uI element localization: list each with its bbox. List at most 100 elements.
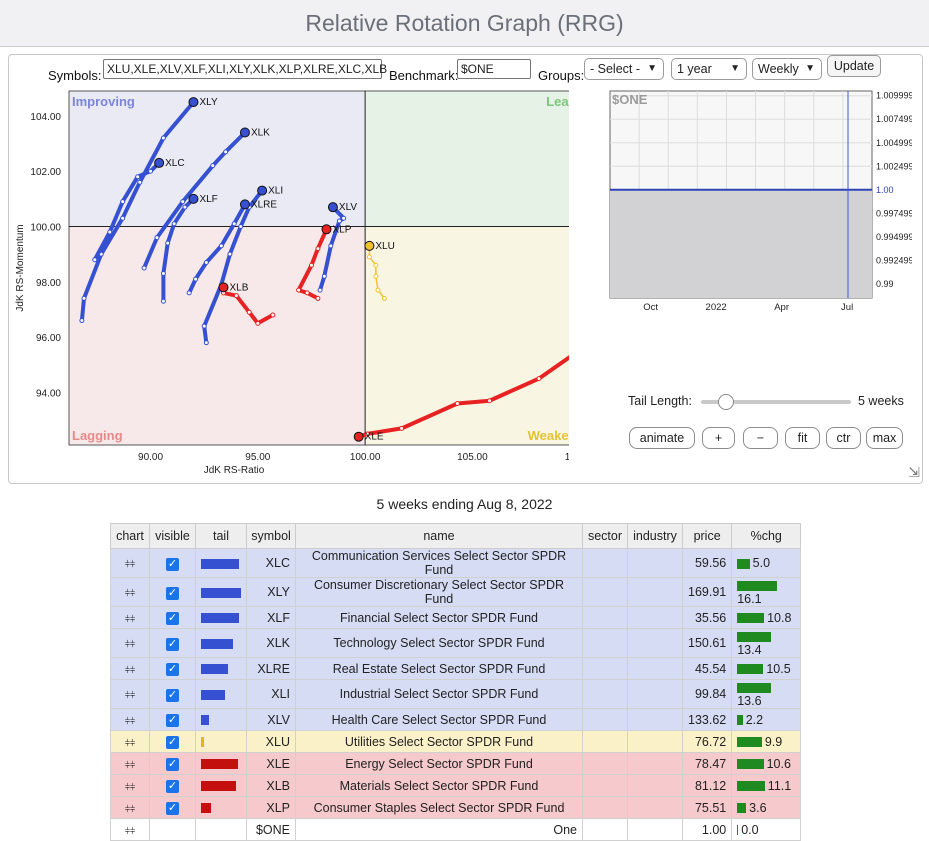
candlestick-chart-icon[interactable]: ⫩⫩ — [124, 613, 136, 624]
zoom-out-button[interactable]: − — [743, 427, 778, 449]
header-price[interactable]: price — [681, 523, 733, 549]
chart-cell[interactable]: ⫩⫩ — [110, 548, 150, 578]
visible-cell[interactable] — [149, 818, 196, 841]
visible-checkbox[interactable]: ✓ — [166, 612, 179, 625]
symbols-input[interactable]: XLU,XLE,XLV,XLF,XLI,XLY,XLK,XLP,XLRE,XLC… — [103, 59, 387, 79]
name-cell: Energy Select Sector SPDR Fund — [295, 752, 583, 775]
candlestick-chart-icon[interactable]: ⫩⫩ — [124, 759, 136, 770]
table-row[interactable]: ⫩⫩ ✓ XLI Industrial Select Sector SPDR Fund… — [110, 679, 802, 709]
tail-point-xlp — [315, 295, 321, 301]
visible-cell[interactable]: ✓ — [149, 730, 196, 753]
candlestick-chart-icon[interactable]: ⫩⫩ — [124, 559, 136, 569]
chart-cell[interactable]: ⫩⫩ — [110, 774, 150, 797]
chart-cell[interactable]: ⫩⫩ — [110, 796, 150, 819]
table-row[interactable]: ⫩⫩ ✓ XLV Health Care Select Sector SPDR Fun… — [110, 708, 802, 731]
header-name[interactable]: name — [295, 523, 583, 549]
candlestick-chart-icon[interactable]: ⫩⫩ — [124, 803, 136, 814]
table-row[interactable]: ⫩⫩ ✓ XLP Consumer Staples Select Sector SPD… — [110, 796, 802, 819]
sector-cell — [582, 548, 628, 578]
visible-checkbox[interactable]: ✓ — [166, 736, 179, 749]
visible-cell[interactable]: ✓ — [149, 577, 196, 607]
visible-checkbox[interactable]: ✓ — [166, 758, 179, 771]
header-industry[interactable]: industry — [627, 523, 683, 549]
chg-bar — [737, 825, 739, 836]
visible-cell[interactable]: ✓ — [149, 548, 196, 578]
header-symbol[interactable]: symbol — [246, 523, 296, 549]
chart-cell[interactable]: ⫩⫩ — [110, 657, 150, 680]
header-chg[interactable]: %chg — [731, 523, 802, 549]
label-xly: XLY — [199, 97, 217, 108]
candlestick-chart-icon[interactable]: ⫩⫩ — [124, 639, 136, 649]
chart-cell[interactable]: ⫩⫩ — [110, 730, 150, 753]
visible-cell[interactable]: ✓ — [149, 774, 196, 797]
chg-value: 5.0 — [752, 556, 771, 570]
chart-cell[interactable]: ⫩⫩ — [110, 577, 150, 607]
tail-length-bar — [201, 664, 228, 675]
visible-checkbox[interactable]: ✓ — [166, 802, 179, 815]
symbols-table: chart visible tail symbol name sector in… — [110, 523, 802, 841]
header-sector[interactable]: sector — [582, 523, 628, 549]
chart-cell[interactable]: ⫩⫩ — [110, 818, 150, 841]
tail-length-slider[interactable] — [701, 394, 851, 410]
header-tail[interactable]: tail — [195, 523, 247, 549]
candlestick-chart-icon[interactable]: ⫩⫩ — [124, 737, 136, 748]
visible-checkbox[interactable]: ✓ — [166, 557, 179, 571]
price-cell: 99.84 — [681, 679, 733, 709]
candlestick-chart-icon[interactable]: ⫩⫩ — [124, 715, 136, 726]
visible-cell[interactable]: ✓ — [149, 628, 196, 658]
benchmark-label: Benchmark: — [389, 68, 459, 83]
chart-cell[interactable]: ⫩⫩ — [110, 628, 150, 658]
resize-handle-icon[interactable]: ⇲ — [908, 464, 920, 480]
fit-button[interactable]: fit — [785, 427, 820, 449]
table-row[interactable]: ⫩⫩ $ONE One 1.00 0.0 — [110, 818, 802, 841]
table-row[interactable]: ⫩⫩ ✓ XLK Technology Select Sector SPDR Fund… — [110, 628, 802, 658]
table-row[interactable]: ⫩⫩ ✓ XLE Energy Select Sector SPDR Fund 78.4… — [110, 752, 802, 775]
y-tick-label: 94.00 — [36, 388, 61, 399]
visible-checkbox[interactable]: ✓ — [166, 688, 179, 702]
candlestick-chart-icon[interactable]: ⫩⫩ — [124, 781, 136, 792]
visible-checkbox[interactable]: ✓ — [166, 586, 179, 600]
visible-cell[interactable]: ✓ — [149, 796, 196, 819]
visible-checkbox[interactable]: ✓ — [166, 663, 179, 676]
table-row[interactable]: ⫩⫩ ✓ XLU Utilities Select Sector SPDR Fund 7… — [110, 730, 802, 753]
table-row[interactable]: ⫩⫩ ✓ XLB Materials Select Sector SPDR Fund 8… — [110, 774, 802, 797]
chart-cell[interactable]: ⫩⫩ — [110, 752, 150, 775]
header-chart[interactable]: chart — [110, 523, 150, 549]
candlestick-chart-icon[interactable]: ⫩⫩ — [124, 825, 136, 836]
header-visible[interactable]: visible — [149, 523, 196, 549]
chart-cell[interactable]: ⫩⫩ — [110, 679, 150, 709]
benchmark-input[interactable]: $ONE — [457, 59, 531, 79]
period-select[interactable]: 1 year ▼ — [671, 58, 747, 80]
visible-cell[interactable]: ✓ — [149, 679, 196, 709]
chart-cell[interactable]: ⫩⫩ — [110, 708, 150, 731]
tail-length-bar — [201, 689, 225, 700]
visible-cell[interactable]: ✓ — [149, 708, 196, 731]
groups-select[interactable]: - Select - ▼ — [584, 58, 664, 80]
visible-cell[interactable]: ✓ — [149, 657, 196, 680]
table-row[interactable]: ⫩⫩ ✓ XLF Financial Select Sector SPDR Fund 3… — [110, 606, 802, 629]
tail-point-xle — [487, 398, 493, 404]
table-row[interactable]: ⫩⫩ ✓ XLRE Real Estate Select Sector SPDR Fu… — [110, 657, 802, 680]
visible-cell[interactable]: ✓ — [149, 752, 196, 775]
visible-checkbox[interactable]: ✓ — [166, 714, 179, 727]
table-row[interactable]: ⫩⫩ ✓ XLC Communication Services Select Sect… — [110, 548, 802, 578]
visible-cell[interactable]: ✓ — [149, 606, 196, 629]
tail-length-bar — [201, 558, 240, 569]
visible-checkbox[interactable]: ✓ — [166, 637, 179, 651]
candlestick-chart-icon[interactable]: ⫩⫩ — [124, 588, 136, 598]
chart-cell[interactable]: ⫩⫩ — [110, 606, 150, 629]
frequency-select[interactable]: Weekly ▼ — [752, 58, 822, 80]
table-row[interactable]: ⫩⫩ ✓ XLY Consumer Discretionary Select Sect… — [110, 577, 802, 607]
tail-point-xlp — [315, 246, 321, 252]
update-button[interactable]: Update — [827, 55, 881, 77]
candlestick-chart-icon[interactable]: ⫩⫩ — [124, 664, 136, 675]
slider-handle[interactable] — [718, 394, 734, 410]
name-cell: Real Estate Select Sector SPDR Fund — [295, 657, 583, 680]
center-button[interactable]: ctr — [826, 427, 861, 449]
animate-button[interactable]: animate — [629, 427, 695, 449]
zoom-in-button[interactable]: + — [702, 427, 735, 449]
candlestick-chart-icon[interactable]: ⫩⫩ — [124, 690, 136, 700]
visible-checkbox[interactable]: ✓ — [166, 780, 179, 793]
label-xle: XLE — [365, 432, 384, 443]
max-button[interactable]: max — [866, 427, 903, 449]
